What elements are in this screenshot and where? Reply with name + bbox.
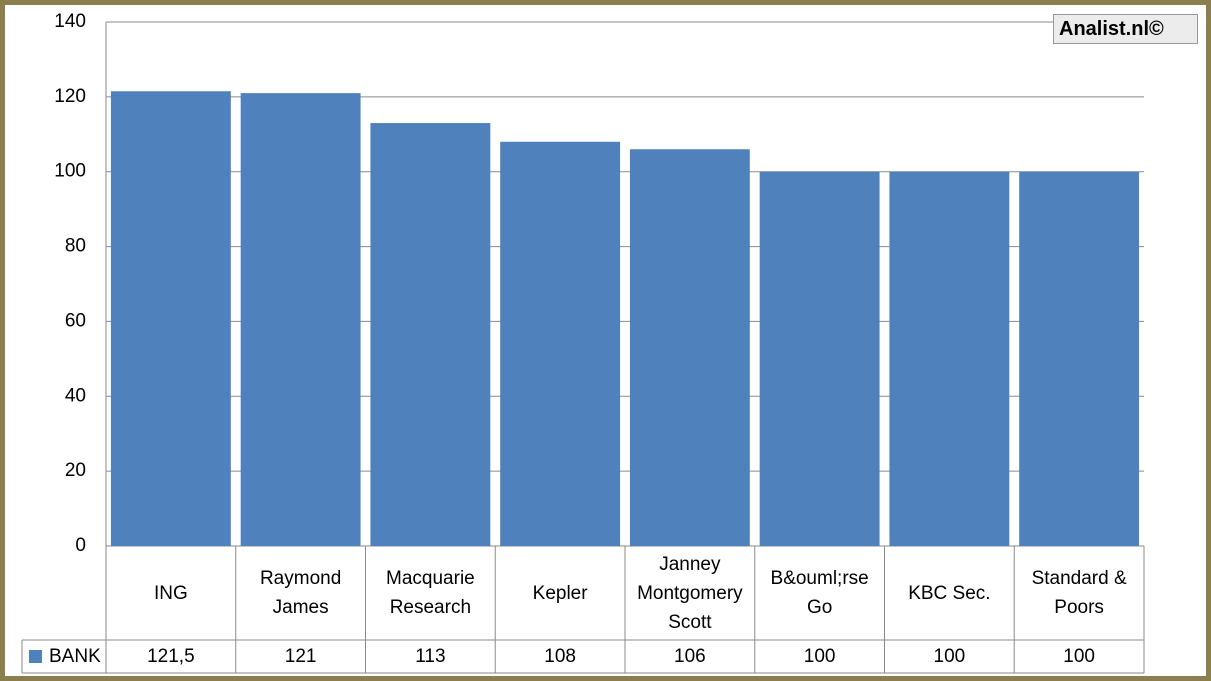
value-label: 106 <box>674 646 706 667</box>
y-tick-label: 120 <box>54 86 86 107</box>
y-tick-label: 140 <box>54 11 86 32</box>
bar <box>629 149 750 546</box>
x-tick-label: Raymond James <box>259 568 342 618</box>
y-tick-label: 20 <box>65 460 86 481</box>
value-label: 100 <box>803 646 836 667</box>
bar <box>110 91 231 546</box>
y-tick-label: 60 <box>65 310 86 331</box>
legend-label: BANK <box>49 646 101 667</box>
value-label: 100 <box>1063 646 1095 667</box>
bar <box>889 171 1010 546</box>
x-tick-label: B&ouml;rse Go <box>770 568 869 618</box>
value-label: 113 <box>415 646 446 667</box>
y-tick-label: 100 <box>54 161 86 182</box>
x-tick-label: Standard & Poors <box>1031 568 1127 618</box>
bar <box>759 171 880 546</box>
legend-swatch <box>29 650 42 663</box>
bar <box>1019 171 1140 546</box>
x-tick-label: ING <box>153 582 188 604</box>
x-tick-label: Janney Montgomery Scott <box>637 553 743 633</box>
value-label: 121 <box>284 646 317 667</box>
x-tick-label: Kepler <box>532 582 588 604</box>
value-label: 121,5 <box>147 646 195 667</box>
y-tick-label: 40 <box>65 385 86 406</box>
x-tick-label: KBC Sec. <box>908 582 991 604</box>
bar <box>240 93 361 546</box>
watermark: Analist.nl© <box>1053 14 1198 44</box>
y-tick-label: 0 <box>75 535 86 556</box>
bar <box>500 141 621 546</box>
bar <box>370 123 491 547</box>
value-label: 100 <box>933 646 966 667</box>
value-label: 108 <box>544 646 576 667</box>
y-tick-label: 80 <box>65 236 86 257</box>
x-tick-label: Macquarie Research <box>386 568 475 618</box>
